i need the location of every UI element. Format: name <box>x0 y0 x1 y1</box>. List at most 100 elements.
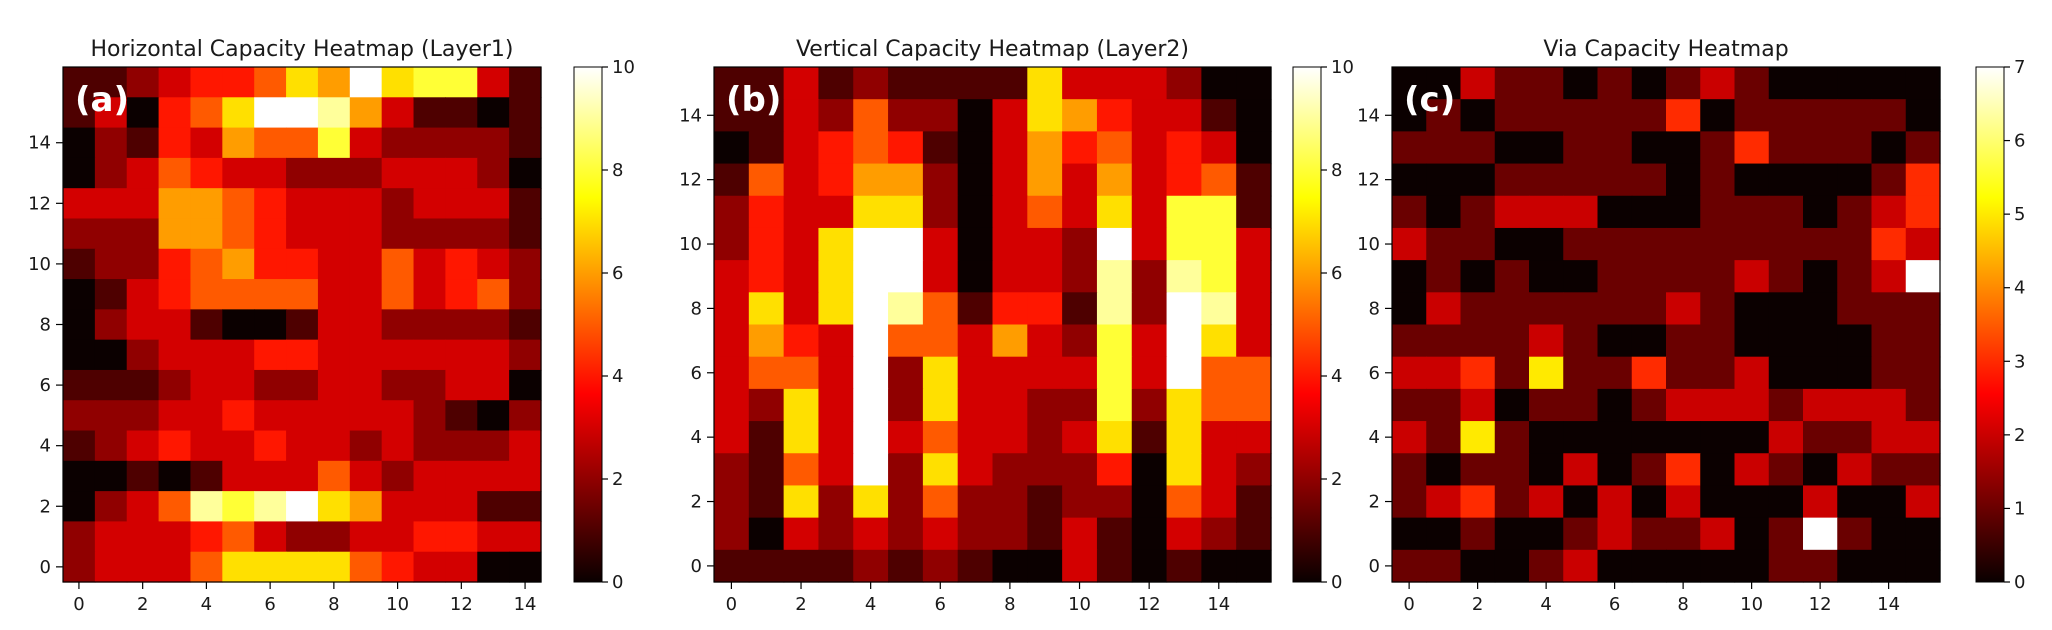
heatmap-cell <box>992 453 1028 487</box>
heatmap-cell <box>1236 67 1272 100</box>
heatmap-cell <box>63 188 96 220</box>
heatmap-cell <box>1236 163 1272 197</box>
heatmap-cell <box>286 279 319 310</box>
heatmap-cell <box>1837 163 1873 197</box>
heatmap-cell <box>190 369 223 401</box>
heatmap-cell <box>1236 131 1272 165</box>
heatmap-cell <box>1734 227 1770 261</box>
heatmap-cell <box>63 460 96 492</box>
heatmap-cell <box>1563 324 1599 358</box>
heatmap-cell <box>1768 388 1804 422</box>
heatmap-cell <box>1700 131 1736 165</box>
heatmap-cell <box>1201 324 1237 358</box>
heatmap-cell <box>349 218 383 250</box>
heatmap-cell <box>381 400 415 432</box>
heatmap-cell <box>158 309 192 341</box>
heatmap-cell <box>477 188 510 220</box>
heatmap-cell <box>1768 517 1804 551</box>
heatmap-cells <box>714 67 1272 583</box>
x-tick-label: 2 <box>795 594 806 615</box>
heatmap-cells <box>63 67 542 583</box>
heatmap-cell <box>818 227 854 261</box>
heatmap-cell <box>1166 99 1202 132</box>
heatmap-cell <box>1666 356 1701 390</box>
heatmap-cell <box>1392 324 1427 358</box>
heatmap-cell <box>190 188 223 220</box>
heatmap-cell <box>1563 421 1599 454</box>
x-tick-label: 14 <box>514 594 537 615</box>
heatmap-cell <box>714 324 750 358</box>
heatmap-cell <box>1494 292 1530 326</box>
heatmap-cell <box>1392 549 1427 583</box>
heatmap-cell <box>1392 453 1427 487</box>
colorbar-tick-label: 1 <box>2014 498 2025 519</box>
heatmap-cell <box>222 127 255 159</box>
heatmap-cell <box>1871 485 1907 519</box>
heatmap-cell <box>1096 67 1133 100</box>
heatmap-cell <box>1166 453 1202 487</box>
heatmap-cell <box>1460 163 1496 197</box>
heatmap-cell <box>317 460 351 492</box>
heatmap-cell <box>1062 99 1098 132</box>
heatmap-cell <box>286 551 319 583</box>
heatmap-cell <box>1201 388 1237 422</box>
plot-frame <box>713 66 1272 583</box>
heatmap-cell <box>349 339 383 371</box>
panel-label: (b) <box>726 80 781 120</box>
heatmap-cell <box>1700 388 1736 422</box>
heatmap-cell <box>1096 549 1133 583</box>
colorbar-tick-label: 6 <box>612 263 623 284</box>
heatmap-cell <box>714 517 750 551</box>
heatmap-cell <box>222 248 255 280</box>
heatmap-cell <box>748 67 785 100</box>
heatmap-cell <box>1529 67 1564 100</box>
heatmap-cell <box>317 339 351 371</box>
heatmap-cell <box>1734 356 1770 390</box>
heatmap-cell <box>349 369 383 401</box>
heatmap-cell <box>1201 356 1237 390</box>
heatmap-cell <box>222 491 255 523</box>
chart-title: Horizontal Capacity Heatmap (Layer1) <box>90 37 513 62</box>
x-tick-label: 10 <box>1740 594 1763 615</box>
heatmap-cell <box>1597 260 1633 293</box>
heatmap-cell <box>748 131 785 165</box>
heatmap-cell <box>509 218 542 250</box>
heatmap-cell <box>1837 324 1873 358</box>
heatmap-cell <box>1768 260 1804 293</box>
heatmap-cell <box>1027 227 1063 261</box>
heatmap-cell <box>1563 131 1599 165</box>
heatmap-cell <box>445 127 478 159</box>
heatmap-cell <box>1666 260 1701 293</box>
heatmap-cell <box>818 388 854 422</box>
heatmap-cell <box>957 388 994 422</box>
heatmap-cell <box>445 218 478 250</box>
heatmap-cell <box>1905 485 1941 519</box>
heatmap-cell <box>509 369 542 401</box>
heatmap-cell <box>349 309 383 341</box>
heatmap-cell <box>1905 163 1941 197</box>
y-tick-label: 8 <box>1369 298 1380 319</box>
heatmap-cell <box>1494 421 1530 454</box>
x-tick-label: 10 <box>1068 594 1091 615</box>
heatmap-cell <box>1700 453 1736 487</box>
heatmap-cell <box>190 521 223 553</box>
heatmap-cell <box>1392 195 1427 229</box>
heatmap-cell <box>1166 195 1202 229</box>
heatmap-cell <box>413 460 446 492</box>
heatmap-cell <box>1631 485 1667 519</box>
heatmap-cell <box>1700 356 1736 390</box>
heatmap-cell <box>1166 260 1202 293</box>
x-tick-label: 6 <box>264 594 275 615</box>
heatmap-cell <box>1905 131 1941 165</box>
heatmap-cell <box>1837 195 1873 229</box>
heatmap-cell <box>1597 324 1633 358</box>
heatmap-cell <box>158 127 192 159</box>
heatmap-cell <box>1631 356 1667 390</box>
heatmap-cell <box>317 188 351 220</box>
heatmap-cell <box>445 157 478 189</box>
heatmap-cell <box>1236 421 1272 454</box>
heatmap-cell <box>63 430 96 462</box>
x-tick-label: 12 <box>450 594 473 615</box>
heatmap-cell <box>1494 453 1530 487</box>
heatmap-cell <box>1166 485 1202 519</box>
